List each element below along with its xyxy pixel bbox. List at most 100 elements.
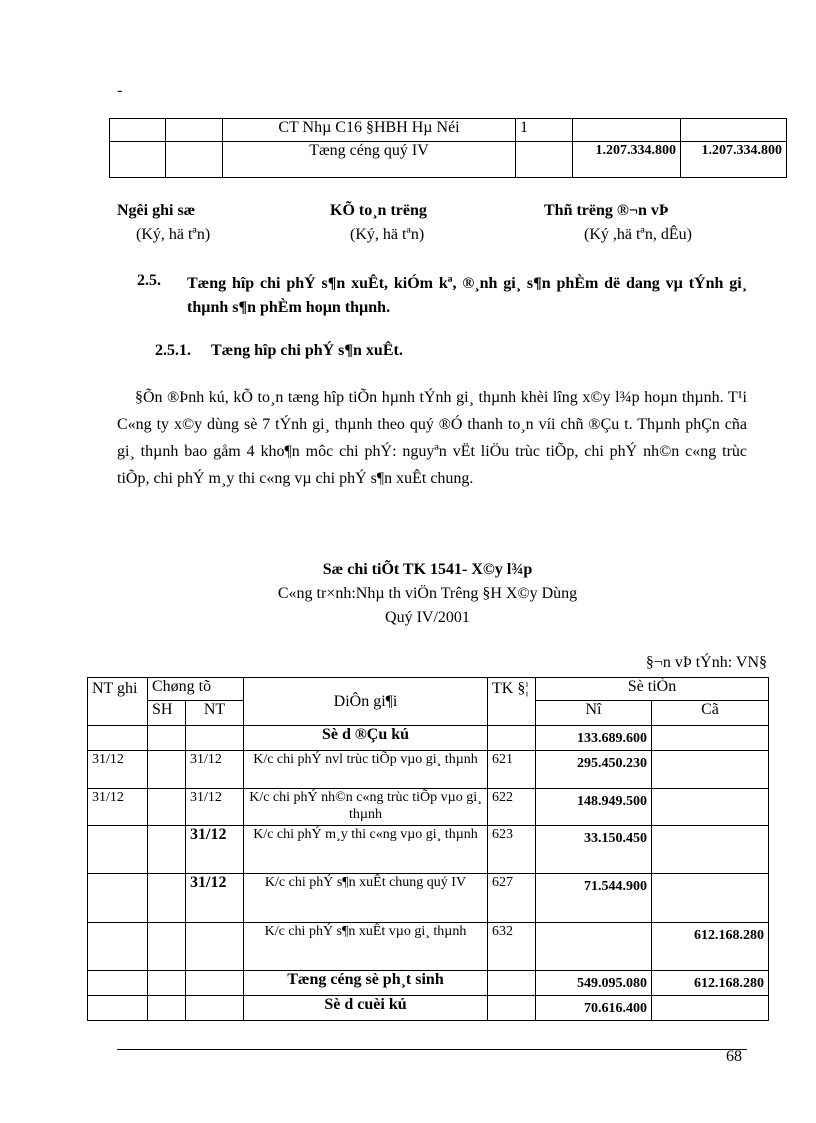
subsection-number: 2.5.1. xyxy=(155,342,191,359)
cell-desc: K/c chi phÝ nh©n c«ng trùc tiÕp vµo gi¸ … xyxy=(243,788,488,826)
cell-desc: K/c chi phÝ m¸y thi c«ng vµo gi¸ thµnh xyxy=(243,825,488,874)
cell-nt-ghi xyxy=(87,922,148,971)
cell-tk xyxy=(515,141,573,178)
cell-no: 1.207.334.800 xyxy=(572,141,681,178)
cell-co xyxy=(650,825,770,874)
cell-tk: 1 xyxy=(515,118,573,142)
table-row: 31/12 31/12 K/c chi phÝ nh©n c«ng trùc tiÕ… xyxy=(87,788,770,826)
cell-nt-ghi xyxy=(87,725,148,751)
header-sh: SH xyxy=(147,700,186,726)
cell-desc: Sè d­ ®Çu kú xyxy=(243,725,488,751)
footer-rule xyxy=(117,1049,747,1050)
cell-nt: 31/12 xyxy=(185,873,244,923)
header-no: Nî xyxy=(535,700,652,726)
cell-sh xyxy=(147,750,186,789)
cell-tk: 627 xyxy=(487,873,536,923)
cell-no: 33.150.450 xyxy=(535,825,652,874)
header-dien-giai: DiÔn gi¶i xyxy=(243,677,488,726)
cell xyxy=(109,141,166,178)
cell-nt: 31/12 xyxy=(185,788,244,826)
cell-no xyxy=(535,922,652,971)
top-table: CT Nhµ C16 §HBH Hµ Néi 1 Tæng céng quý I… xyxy=(109,118,787,178)
cell-sh xyxy=(147,873,186,923)
table-row: Tæng céng sè ph¸t sinh 549.095.080 612.168… xyxy=(87,970,770,996)
cell-tk xyxy=(487,995,536,1021)
cell-nt-ghi xyxy=(87,825,148,874)
table-row: Sè d­ ®Çu kú 133.689.600 xyxy=(87,725,770,751)
ledger-period: Quý IV/2001 xyxy=(385,609,470,626)
cell-desc: Sè d­ cuèi kú xyxy=(243,995,488,1021)
cell xyxy=(165,118,223,142)
table-row: 31/12 K/c chi phÝ s¶n xuÊt chung quý IV 62… xyxy=(87,873,770,923)
signature-title: Ng­êi ghi sæ xyxy=(117,202,196,219)
table-row: K/c chi phÝ s¶n xuÊt vµo gi¸ thµnh 632 612… xyxy=(87,922,770,971)
cell-nt xyxy=(185,970,244,996)
cell-nt-ghi: 31/12 xyxy=(87,788,148,826)
header-co: Cã xyxy=(650,700,770,726)
cell-co xyxy=(650,750,770,789)
page-number: 68 xyxy=(726,1048,742,1065)
signature-note: (Ký ,hä tªn, dÊu) xyxy=(584,226,692,243)
cell-co: 612.168.280 xyxy=(650,970,770,996)
cell-sh xyxy=(147,995,186,1021)
ledger-unit: §¬n vÞ tÝnh: VN§ xyxy=(645,654,767,671)
cell-nt-ghi xyxy=(87,970,148,996)
cell-desc: CT Nhµ C16 §HBH Hµ Néi xyxy=(222,118,516,142)
ledger-title: Sæ chi tiÕt TK 1541- X©y l¾p xyxy=(322,561,533,578)
signature-note: (Ký, hä tªn) xyxy=(350,226,425,243)
cell-nt-ghi xyxy=(87,873,148,923)
signature-title: KÕ to¸n tr­ëng xyxy=(330,202,427,219)
signature-title: Thñ tr­ëng ®¬n vÞ xyxy=(544,202,669,219)
header-nt: NT xyxy=(185,700,244,726)
cell-tk xyxy=(487,970,536,996)
header-tk: TK §¦ xyxy=(487,677,536,726)
cell-co: 612.168.280 xyxy=(650,922,770,971)
cell-tk: 621 xyxy=(487,750,536,789)
table-row: 31/12 31/12 K/c chi phÝ nvl trùc tiÕp vµo … xyxy=(87,750,770,789)
cell-no: 295.450.230 xyxy=(535,750,652,789)
cell-no: 70.616.400 xyxy=(535,995,652,1021)
cell-nt: 31/12 xyxy=(185,825,244,874)
cell-no xyxy=(572,118,681,142)
cell-nt: 31/12 xyxy=(185,750,244,789)
cell-co xyxy=(650,725,770,751)
section-number: 2.5. xyxy=(137,272,161,289)
cell xyxy=(165,141,223,178)
cell-nt xyxy=(185,922,244,971)
body-paragraph: §Õn ®Þnh kú, kÕ to¸n tæng hîp tiÕn hµnh … xyxy=(117,389,747,487)
cell-co xyxy=(680,118,787,142)
header-nt-ghi: NT ghi xyxy=(87,677,148,726)
header-chung-tu: Chøng tõ xyxy=(147,677,244,701)
cell-co xyxy=(650,873,770,923)
subsection-heading: Tæng hîp chi phÝ s¶n xuÊt. xyxy=(211,342,403,359)
table-row: Tæng céng quý IV 1.207.334.800 1.207.334… xyxy=(109,141,787,178)
cell-nt xyxy=(185,995,244,1021)
header-row: SH NT Nî Cã xyxy=(88,700,770,726)
cell-no: 71.544.900 xyxy=(535,873,652,923)
ledger-project: C«ng tr×nh:Nhµ th­ viÖn Tr­êng §H X©y Dù… xyxy=(277,585,578,602)
cell-sh xyxy=(147,922,186,971)
cell-desc: K/c chi phÝ nvl trùc tiÕp vµo gi¸ thµnh xyxy=(243,750,488,789)
cell-co xyxy=(650,995,770,1021)
table-row: CT Nhµ C16 §HBH Hµ Néi 1 xyxy=(109,118,787,142)
table-row: 31/12 K/c chi phÝ m¸y thi c«ng vµo gi¸ th… xyxy=(87,825,770,874)
cell-no: 549.095.080 xyxy=(535,970,652,996)
cell-sh xyxy=(147,725,186,751)
header-so-tien: Sè tiÒn xyxy=(534,677,770,701)
cell-nt xyxy=(185,725,244,751)
cell-desc: Tæng céng sè ph¸t sinh xyxy=(243,970,488,996)
cell-co xyxy=(650,788,770,826)
cell-sh xyxy=(147,970,186,996)
cell-tk: 622 xyxy=(487,788,536,826)
cell-tk: 632 xyxy=(487,922,536,971)
stray-mark: - xyxy=(117,82,123,99)
cell-no: 148.949.500 xyxy=(535,788,652,826)
cell-tk xyxy=(487,725,536,751)
cell-tk: 623 xyxy=(487,825,536,874)
signature-note: (Ký, hä tªn) xyxy=(136,226,211,243)
cell-desc: Tæng céng quý IV xyxy=(222,141,516,178)
cell-nt-ghi xyxy=(87,995,148,1021)
cell-sh xyxy=(147,788,186,826)
cell-no: 133.689.600 xyxy=(535,725,652,751)
